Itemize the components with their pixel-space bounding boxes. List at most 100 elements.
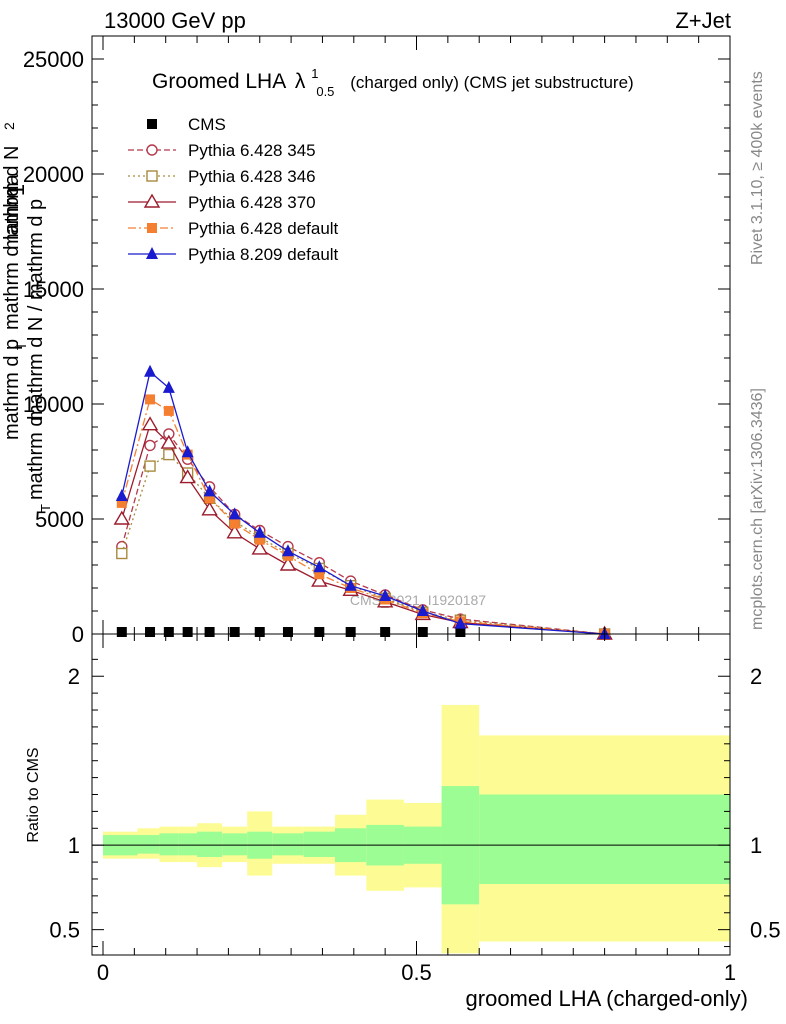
data-point — [160, 434, 178, 449]
legend-label: Pythia 6.428 default — [188, 219, 339, 238]
data-point — [116, 497, 127, 508]
main-series-group — [113, 364, 613, 640]
energy-label: 13000 GeV pp — [104, 8, 246, 33]
data-point — [162, 380, 175, 393]
main-y-tick-label: 10000 — [23, 392, 84, 417]
green-band-bin — [159, 833, 179, 856]
ratio-y-axis: 0.5 0.5 1 1 2 2 — [49, 658, 781, 948]
ylabel-num-N: N — [1, 146, 23, 160]
data-point — [144, 364, 157, 377]
ylabel-num-d: mathrm d — [1, 166, 23, 250]
legend-marker — [146, 247, 158, 259]
ratio-bands — [103, 704, 730, 954]
data-point — [145, 394, 156, 405]
data-point — [344, 578, 357, 591]
data-point — [314, 627, 325, 637]
legend-marker — [146, 144, 158, 156]
data-point — [116, 627, 127, 637]
series-line — [121, 370, 605, 635]
data-point — [254, 534, 265, 545]
green-band-bin — [178, 833, 198, 856]
data-point — [179, 469, 196, 484]
data-point — [282, 627, 293, 637]
green-band-bin — [479, 794, 730, 885]
data-point — [115, 489, 128, 501]
data-point — [253, 525, 266, 538]
ylabel-sub-t2: T — [14, 342, 29, 350]
mcplots-label: mcplots.cern.ch [arXiv:1306.3436] — [749, 388, 766, 630]
main-y-tick-label: 20000 — [23, 162, 84, 187]
data-point — [144, 460, 156, 472]
legend-item: Pythia 6.428 345 — [128, 141, 316, 160]
ratio-y-tick-label-right: 1 — [750, 833, 762, 858]
main-plot-panel: CMS_2021_I1920187 0 5000 10000 15000 20000 25… — [1, 35, 731, 647]
data-point — [379, 589, 392, 602]
legend-item: Pythia 6.428 346 — [128, 167, 316, 186]
data-point — [311, 572, 328, 587]
legend-item: Pythia 6.428 370 — [128, 193, 316, 212]
data-point — [163, 405, 174, 416]
data-point — [416, 604, 429, 616]
legend-marker — [147, 223, 157, 233]
legend-marker — [146, 170, 158, 182]
legend-marker — [143, 193, 161, 208]
x-axis-label: groomed LHA (charged-only) — [466, 986, 748, 1011]
title-sub: 0.5 — [316, 84, 334, 99]
series-line — [121, 453, 605, 635]
data-point — [113, 510, 131, 525]
green-band-bin — [272, 833, 304, 856]
legend: CMS Pythia 6.428 345 Pythia 6.428 346 Pythi… — [128, 115, 339, 264]
green-band-bin — [303, 831, 335, 858]
data-point — [203, 484, 216, 497]
ylabel-part-a: mathrm d N / mathrm d p — [25, 199, 47, 421]
x-tick-label: 0.5 — [401, 960, 432, 985]
green-band-bin — [222, 833, 248, 856]
main-y-tick-label: 25000 — [23, 47, 84, 72]
data-point — [281, 544, 294, 557]
data-point — [345, 627, 356, 637]
legend-label: Pythia 6.428 346 — [188, 167, 316, 186]
ylabel-part-b: mathrm d — [25, 416, 47, 500]
ratio-y-tick-label: 0.5 — [49, 918, 80, 943]
data-point — [144, 439, 156, 452]
title-text: Groomed LHA — [152, 70, 286, 93]
legend-item: Pythia 6.428 default — [128, 219, 339, 238]
data-point — [313, 560, 326, 573]
legend-item: CMS — [147, 115, 226, 134]
ylabel-den-dp: mathrm d p — [1, 339, 23, 440]
series-5 — [115, 364, 611, 639]
legend-item: Pythia 8.209 default — [128, 245, 339, 264]
main-y-tick-label: 15000 — [23, 277, 84, 302]
data-point — [226, 524, 243, 539]
ylabel-den-dl: mathrm d lambda — [1, 174, 23, 330]
data-point — [251, 540, 268, 555]
title-symbol: λ — [295, 70, 306, 93]
main-y-tick-label: 0 — [72, 622, 84, 647]
legend-label: Pythia 6.428 370 — [188, 193, 316, 212]
data-point — [182, 627, 193, 637]
data-point — [229, 518, 240, 529]
main-y-axis: 0 5000 10000 15000 20000 25000 — [23, 35, 730, 647]
data-point — [116, 547, 128, 560]
ratio-y-tick-label: 2 — [68, 664, 80, 689]
data-point — [163, 627, 174, 637]
data-point — [228, 507, 241, 520]
data-point — [417, 627, 428, 637]
data-point — [204, 627, 215, 637]
data-point — [201, 501, 218, 516]
data-point — [181, 445, 194, 458]
legend-label: Pythia 8.209 default — [188, 245, 339, 264]
process-label: Z+Jet — [675, 8, 731, 33]
data-point — [163, 448, 175, 461]
legend-label: Pythia 6.428 345 — [188, 141, 316, 160]
green-band-bin — [197, 831, 223, 858]
title-suffix: (charged only) (CMS jet substructure) — [350, 73, 633, 92]
series-line — [121, 398, 605, 635]
title-sup: 1 — [311, 66, 318, 81]
legend-label: CMS — [188, 115, 226, 134]
data-point — [145, 627, 156, 637]
series-line — [121, 433, 605, 635]
x-tick-label: 1 — [724, 960, 736, 985]
data-point — [279, 556, 297, 571]
